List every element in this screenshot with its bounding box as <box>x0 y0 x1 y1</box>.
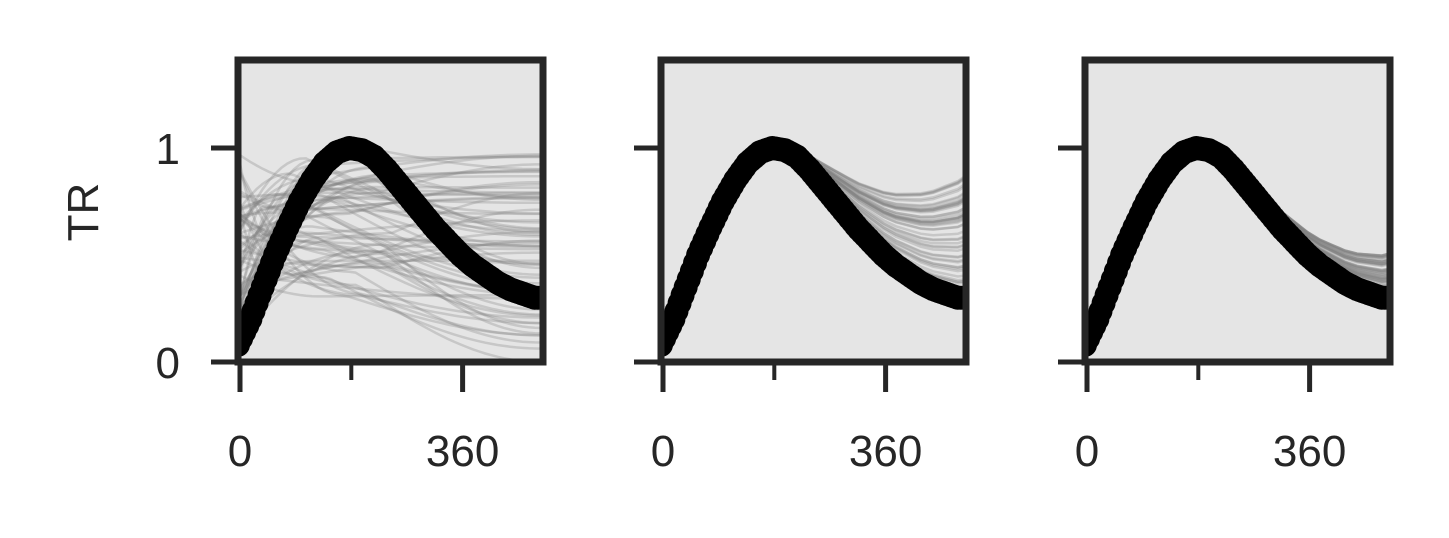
axes-frame <box>657 56 970 366</box>
simulated-line <box>238 176 542 224</box>
simulated-line <box>238 259 541 287</box>
x-tick-label: 0 <box>228 427 252 476</box>
panel-1: 0 1 0 360 <box>156 56 547 476</box>
simulated-line <box>238 250 542 316</box>
x-tick-label: 0 <box>651 427 675 476</box>
simulated-line <box>238 273 541 298</box>
y-tick-label: 1 <box>156 125 180 174</box>
simulated-line <box>238 252 542 335</box>
panels: 0 1 0 360 0 360 0 360 <box>156 56 1394 476</box>
simulated-line <box>238 258 542 350</box>
axes-frame <box>234 56 547 366</box>
simulated-line <box>238 158 542 303</box>
panel-2: 0 360 <box>634 56 970 476</box>
x-tick-label: 360 <box>426 427 499 476</box>
simulated-line <box>238 193 541 237</box>
simulated-line <box>238 243 542 343</box>
y-tick-label: 0 <box>156 339 180 388</box>
simulated-line <box>238 238 542 362</box>
panel-3: 0 360 <box>1058 56 1394 476</box>
simulated-line <box>238 215 542 344</box>
observed-series <box>1085 136 1390 357</box>
simulated-line <box>238 172 541 238</box>
simulated-line <box>238 197 542 276</box>
x-tick-label: 0 <box>1075 427 1099 476</box>
simulated-line <box>238 167 541 337</box>
x-tick-label: 360 <box>849 427 922 476</box>
simulated-line <box>238 229 541 325</box>
simulated-line <box>238 261 542 325</box>
simulated-line <box>238 157 542 237</box>
simulated-line <box>238 197 542 301</box>
simulated-line <box>238 191 541 199</box>
y-axis-label: TR <box>59 183 108 242</box>
simulated-line <box>238 258 541 323</box>
x-tick-label: 360 <box>1273 427 1346 476</box>
observed-series <box>238 136 543 357</box>
observed-series <box>661 136 966 357</box>
axes-frame <box>1081 56 1394 366</box>
simulated-line <box>238 239 541 269</box>
simulated-line <box>238 251 541 342</box>
